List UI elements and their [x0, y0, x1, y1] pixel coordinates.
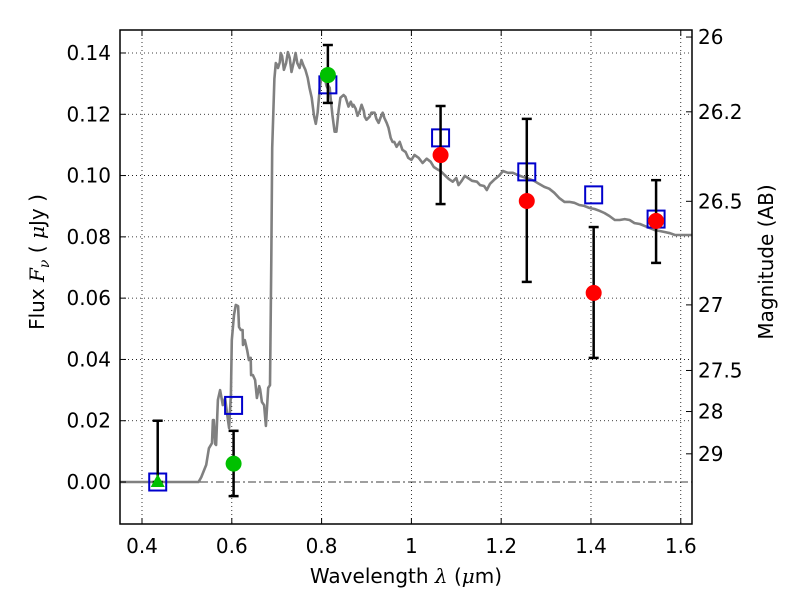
y-tick-label: 0.10 [66, 164, 111, 188]
y2-tick-label: 26.2 [698, 100, 743, 124]
y2-tick-label: 26 [698, 25, 723, 49]
y-tick-label: 0.02 [66, 409, 111, 433]
nir-detection-point [648, 212, 665, 229]
x-tick-label: 1.2 [485, 534, 517, 558]
y-tick-label: 0.08 [66, 225, 111, 249]
model-photometry-square [584, 185, 604, 205]
x-tick-label: 1.4 [575, 534, 607, 558]
model-spectrum-line [120, 50, 692, 484]
optical-detection-point [319, 67, 336, 84]
x-tick-label: 1 [405, 534, 418, 558]
y-tick-label: 0.12 [66, 102, 111, 126]
y-tick-label: 0.00 [66, 470, 111, 494]
y2-tick-label: 26.5 [698, 189, 743, 213]
y-axis-label: Flux Fν ( μJy ) [25, 194, 53, 330]
x-axis-label: Wavelength λ (μm) [310, 564, 502, 588]
nir-detection-point [432, 147, 449, 164]
axes-frame [119, 29, 693, 525]
y2-ticks: 26 26.2 26.5 27 27.5 28 29 [686, 25, 743, 466]
y2-tick-label: 27 [698, 293, 723, 317]
y2-tick-label: 29 [698, 442, 723, 466]
y2-tick-label: 27.5 [698, 358, 743, 382]
y2-axis-label: Magnitude (AB) [754, 184, 778, 339]
plot-area [120, 43, 692, 498]
nir-detection-point [518, 193, 535, 209]
upper-limit-triangle [150, 474, 165, 488]
optical-detection-point [225, 455, 242, 472]
x-tick-label: 0.4 [126, 534, 158, 558]
y2-tick-label: 28 [698, 400, 723, 424]
y-tick-label: 0.06 [66, 286, 111, 310]
model-photometry-square [224, 395, 244, 415]
y-tick-label: 0.04 [66, 347, 111, 371]
y-tick-label: 0.14 [66, 41, 111, 65]
nir-detection-point [585, 284, 602, 301]
x-ticks: 0.4 0.6 0.8 1 1.2 1.4 1.6 [126, 30, 697, 558]
x-tick-label: 0.8 [306, 534, 338, 558]
x-tick-label: 0.6 [216, 534, 248, 558]
x-tick-label: 1.6 [665, 534, 697, 558]
y-ticks: 0.00 0.02 0.04 0.06 0.08 0.10 0.12 0.14 [66, 41, 126, 494]
